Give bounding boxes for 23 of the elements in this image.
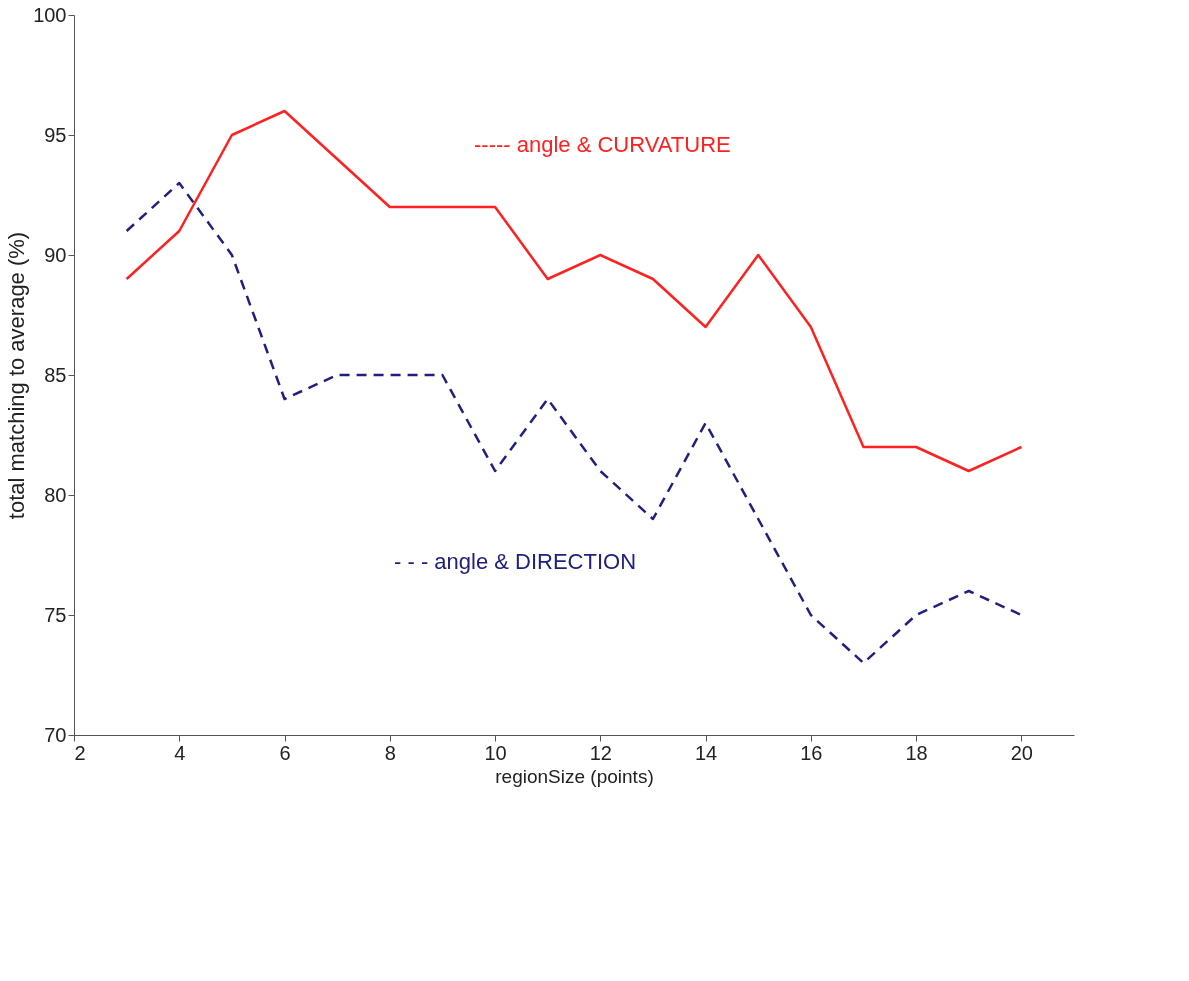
x-tick-label: 2 [74,741,86,764]
y-tick-label: 85 [44,363,67,386]
x-axis-title: regionSize (points) [495,765,654,787]
y-tick-label: 70 [44,723,67,746]
x-tick-label: 20 [1010,741,1033,764]
x-tick-label: 12 [589,741,612,764]
y-tick-label: 75 [44,603,67,626]
y-tick-label: 80 [44,483,67,506]
y-tick-label: 100 [33,3,67,26]
x-tick-label: 4 [174,741,186,764]
line-series [125,109,1023,473]
x-tick-label: 16 [800,741,823,764]
line-series [125,181,1023,665]
x-tick-label: 10 [484,741,507,764]
x-tick-label: 8 [384,741,396,764]
x-tick-label: 6 [279,741,291,764]
x-tick-label: 18 [905,741,928,764]
y-tick-label: 90 [44,243,67,266]
series-label: - - - angle & DIRECTION [394,549,637,575]
x-tick-label: 14 [694,741,718,764]
y-tick-label: 95 [44,123,67,146]
text: ----- angle & CURVATURE [474,131,731,157]
y-axis-title: total matching to average (%) [4,231,30,520]
